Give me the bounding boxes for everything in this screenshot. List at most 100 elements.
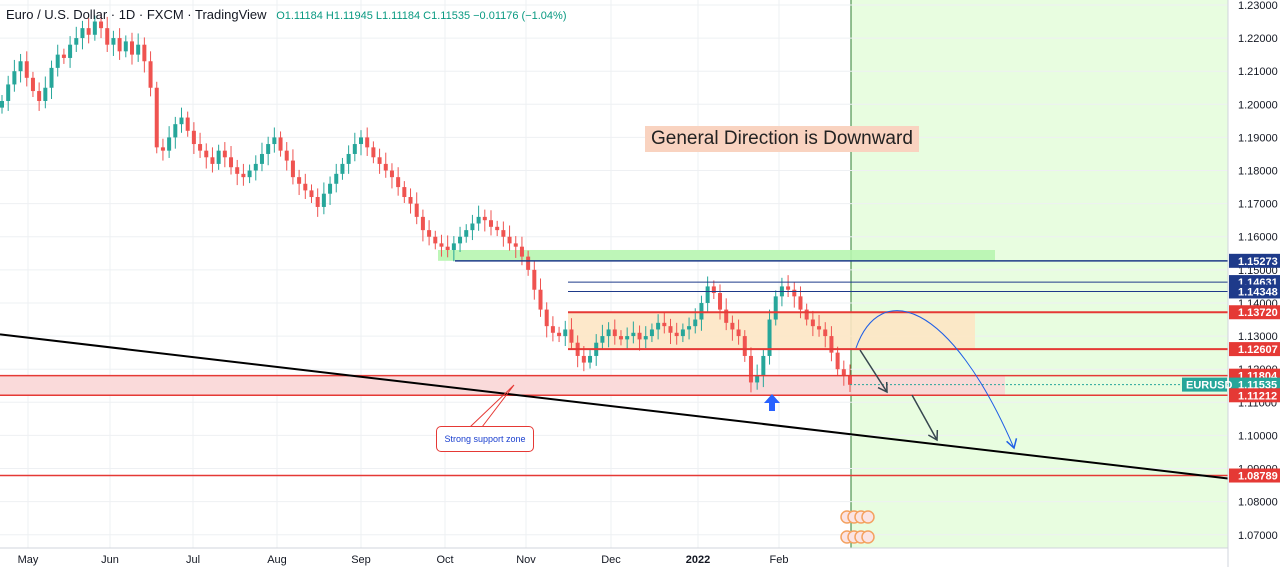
price-badge-label: 1.11212 xyxy=(1238,390,1277,402)
support-callout: Strong support zone xyxy=(436,426,534,452)
candle-body xyxy=(117,38,122,52)
candle-body xyxy=(730,322,735,330)
forecast-curve xyxy=(855,310,1015,449)
candle-body xyxy=(235,167,240,174)
forecast-arrowhead xyxy=(877,381,888,394)
symbol-badge-label: EURUSD xyxy=(1186,380,1233,392)
candle-body xyxy=(229,157,234,168)
candle-body xyxy=(693,319,698,327)
candle-body xyxy=(0,100,4,108)
candle-body xyxy=(817,326,822,330)
candle-body xyxy=(507,236,512,244)
candle-body xyxy=(284,150,289,161)
candle-body xyxy=(755,375,760,383)
candle-body xyxy=(711,286,716,294)
candle-body xyxy=(767,319,772,356)
candle-body xyxy=(136,44,141,55)
candle-body xyxy=(49,67,54,88)
symbol-badge xyxy=(1182,377,1227,392)
y-tick-label: 1.10000 xyxy=(1238,430,1278,442)
candle-body xyxy=(328,183,333,194)
candle-body xyxy=(618,336,623,340)
candle-body xyxy=(61,54,66,58)
x-tick-label: Jun xyxy=(101,554,119,566)
candle-body xyxy=(278,137,283,151)
candle-body xyxy=(216,150,221,164)
candle-body xyxy=(111,38,116,45)
candle-body xyxy=(557,332,562,337)
y-tick-label: 1.20000 xyxy=(1238,99,1278,111)
x-tick-label: Aug xyxy=(267,554,287,566)
candle-body xyxy=(748,355,753,383)
candle-body xyxy=(631,332,636,337)
candle-body xyxy=(191,130,196,145)
candle-body xyxy=(835,352,840,370)
candle-body xyxy=(210,157,215,164)
candle-body xyxy=(427,230,432,237)
price-badge xyxy=(1229,284,1280,299)
candle-body xyxy=(724,309,729,323)
candle-body xyxy=(458,236,463,244)
candle-body xyxy=(414,203,419,217)
zone-support xyxy=(0,375,1005,396)
candle-body xyxy=(352,144,357,154)
candle-body xyxy=(662,322,667,327)
candle-body xyxy=(377,157,382,164)
candle-body xyxy=(253,163,258,171)
candle-body xyxy=(92,21,97,35)
candle-body xyxy=(445,246,450,250)
candle-body xyxy=(736,329,741,337)
candle-body xyxy=(532,269,537,290)
x-tick-label: Oct xyxy=(436,554,453,566)
candle-body xyxy=(272,137,277,145)
candle-body xyxy=(315,197,320,207)
price-badge-label: 1.08789 xyxy=(1238,471,1278,483)
candle-body xyxy=(519,246,524,257)
candle-body xyxy=(718,293,723,310)
forecast-arrow-1 xyxy=(859,349,888,393)
candle-body xyxy=(482,216,487,221)
candle-body xyxy=(848,375,852,385)
candle-body xyxy=(396,177,401,188)
candle-body xyxy=(792,289,797,297)
candle-body xyxy=(841,369,846,376)
candle-body xyxy=(408,197,413,204)
y-tick-label: 1.19000 xyxy=(1238,132,1278,144)
candle-body xyxy=(649,329,654,337)
candle-body xyxy=(804,309,809,320)
candle-body xyxy=(563,329,568,337)
x-tick-label: May xyxy=(18,554,39,566)
x-tick-label: 2022 xyxy=(686,554,710,566)
candle-body xyxy=(383,163,388,171)
candle-body xyxy=(637,332,642,340)
candle-body xyxy=(185,117,190,131)
candle-body xyxy=(365,137,370,148)
candle-body xyxy=(99,21,104,29)
candle-body xyxy=(80,28,85,39)
candle-body xyxy=(470,223,475,231)
candle-body xyxy=(297,177,302,184)
candle-body xyxy=(488,220,493,227)
y-tick-label: 1.18000 xyxy=(1238,166,1278,178)
candle-body xyxy=(786,286,791,290)
candle-body xyxy=(30,77,35,92)
candle-body xyxy=(123,41,128,52)
candle-body xyxy=(74,38,79,45)
candle-body xyxy=(705,286,710,303)
y-tick-label: 1.07000 xyxy=(1238,530,1278,542)
trendline xyxy=(0,333,1229,480)
candle-body xyxy=(179,117,184,125)
candle-body xyxy=(37,91,42,101)
candle-body xyxy=(668,326,673,333)
price-badge-label: 1.13720 xyxy=(1238,307,1278,319)
candle-body xyxy=(321,193,326,207)
candle-body xyxy=(674,332,679,337)
candle-body xyxy=(290,160,295,178)
candle-body xyxy=(247,170,252,178)
candle-body xyxy=(451,243,456,250)
candle-body xyxy=(371,147,376,158)
x-tick-label: Jul xyxy=(186,554,200,566)
candle-body xyxy=(198,144,203,151)
y-tick-label: 1.08000 xyxy=(1238,497,1278,509)
